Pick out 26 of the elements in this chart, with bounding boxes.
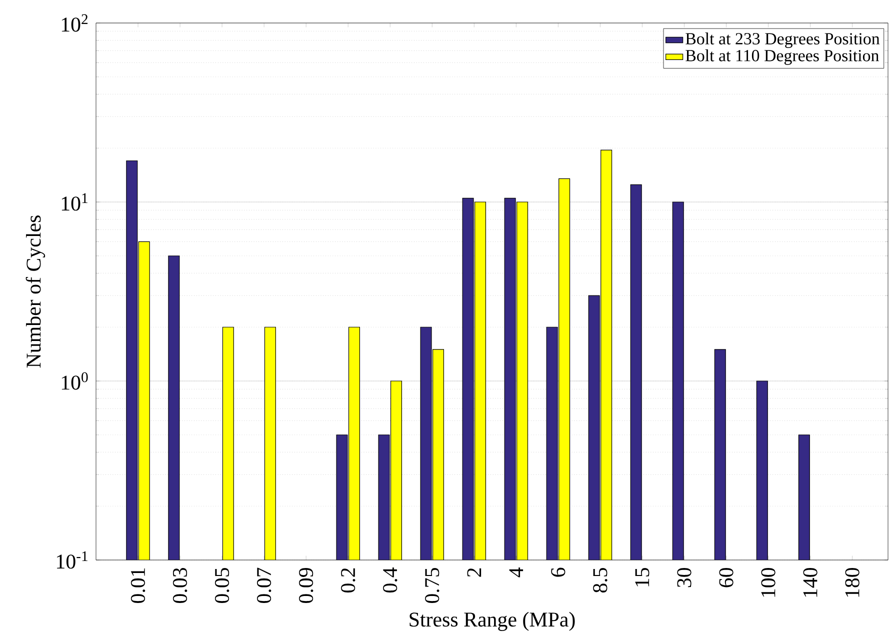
x-tick-label: 0.05 xyxy=(214,568,230,603)
x-tick-label: 2 xyxy=(467,568,482,577)
x-tick-label: 0.4 xyxy=(383,567,398,593)
x-tick-label: 0.07 xyxy=(256,568,272,603)
y-tick-label: 10$^{0}$ xyxy=(62,372,88,390)
x-tick-label: 0.01 xyxy=(130,568,146,603)
x-tick-label: 100 xyxy=(761,568,776,597)
x-axis-title: Stress Range (MPa) xyxy=(410,612,575,631)
x-tick-label: 60 xyxy=(719,568,734,588)
x-tick-label: 0.09 xyxy=(298,568,314,603)
x-tick-label: 30 xyxy=(677,568,692,588)
x-tick-label: 0.75 xyxy=(425,568,440,603)
x-tick-label: 15 xyxy=(635,568,650,586)
legend-label: Bolt at 233 Degrees Position xyxy=(686,32,880,48)
x-tick-label: 0.2 xyxy=(341,568,356,593)
x-tick-label: 140 xyxy=(803,568,818,597)
y-tick-label: 10$^{2}$ xyxy=(62,14,88,32)
legend-label: Bolt at 110 Degrees Position xyxy=(686,49,879,65)
x-tick-label: 180 xyxy=(845,568,860,597)
y-tick-label: 10$^{-1}$ xyxy=(57,551,88,569)
x-tick-label: 8.5 xyxy=(593,568,608,593)
y-axis-title: Number of Cycles xyxy=(26,216,46,368)
x-tick-label: 0.03 xyxy=(172,568,188,603)
y-tick-label: 10$^{1}$ xyxy=(62,193,88,211)
x-tick-label: 4 xyxy=(509,567,524,578)
x-tick-label: 6 xyxy=(551,568,566,577)
